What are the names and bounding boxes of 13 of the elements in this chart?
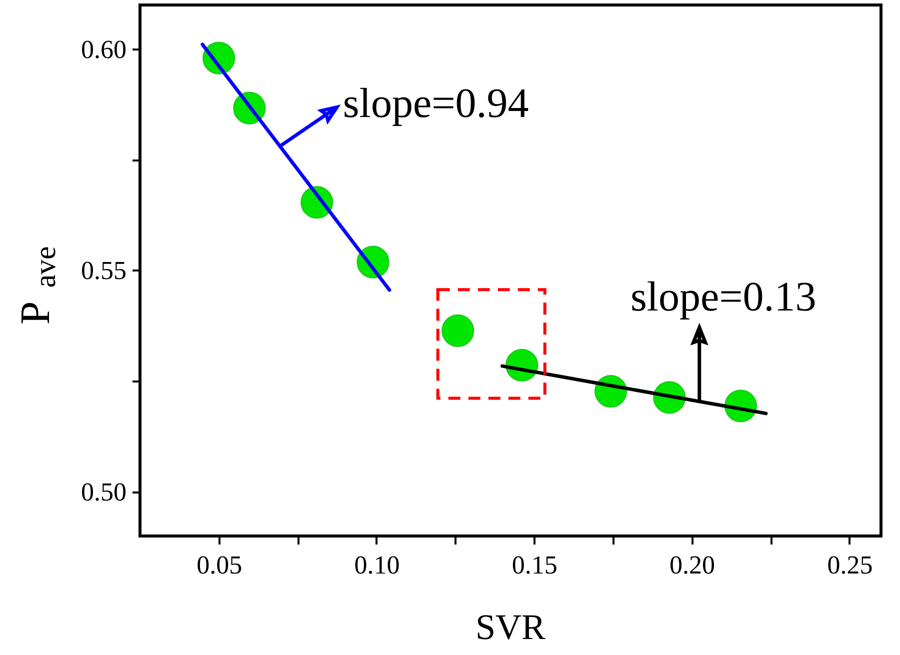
x-tick-label: 0.10 — [354, 550, 400, 580]
x-tick-label: 0.05 — [196, 550, 242, 580]
y-tick-label: 0.55 — [81, 256, 126, 285]
y-tick-label: 0.50 — [81, 477, 126, 506]
x-tick-label: 0.20 — [670, 550, 716, 580]
annotation: slope=0.94 — [342, 81, 529, 128]
point — [442, 314, 474, 347]
x-tick-label: 0.15 — [512, 550, 558, 580]
x-tick-label: 0.25 — [827, 550, 873, 580]
y-axis-title: Pave — [13, 246, 62, 325]
x-axis-title: SVR — [475, 607, 546, 647]
y-tick-label: 0.60 — [81, 34, 126, 64]
annotation: slope=0.13 — [630, 274, 816, 320]
